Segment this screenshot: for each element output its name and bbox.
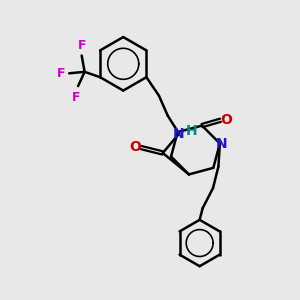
Text: F: F xyxy=(57,67,66,80)
Text: H: H xyxy=(186,124,197,138)
Text: F: F xyxy=(77,39,86,52)
Text: N: N xyxy=(215,137,227,151)
Text: N: N xyxy=(173,127,184,141)
Text: O: O xyxy=(130,140,141,154)
Text: F: F xyxy=(72,91,81,103)
Text: O: O xyxy=(220,113,232,127)
